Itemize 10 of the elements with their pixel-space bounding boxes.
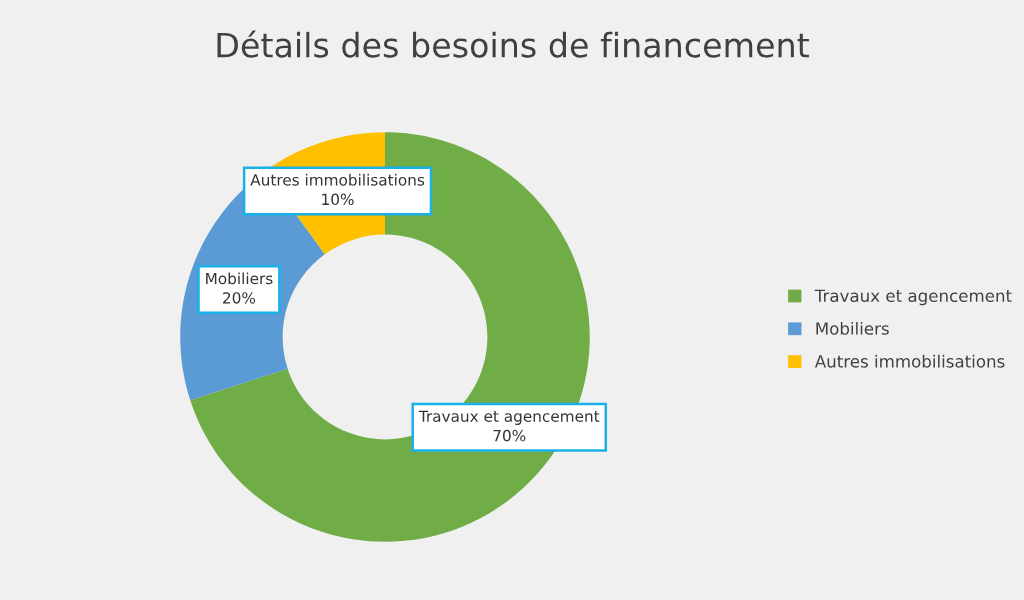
legend-label: Mobiliers [816,321,889,335]
legend-label: Travaux et agencement [814,289,1012,306]
slice-label: Autres immobilisations [250,173,425,186]
legend-label: Autres immobilisations [814,354,1005,368]
slice-label: Mobiliers [206,272,273,285]
data-label: 70% [493,429,526,442]
data-label: 20% [223,292,256,304]
slice-label: Travaux et agencement [418,410,600,425]
chart-title: Détails des besoins de financement [217,30,809,58]
data-label: 10% [322,193,354,206]
